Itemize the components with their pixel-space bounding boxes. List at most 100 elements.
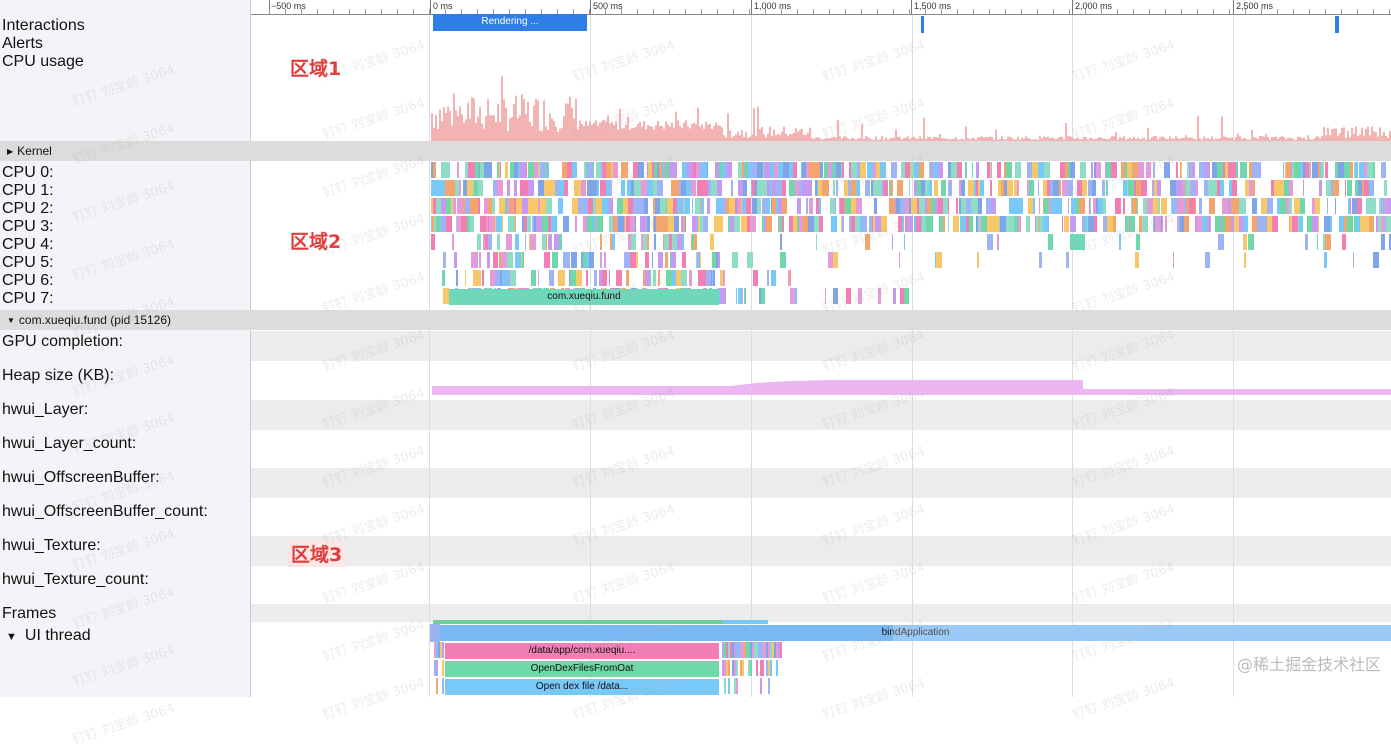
cpu-slice bbox=[741, 216, 747, 232]
cpu-slice bbox=[689, 270, 692, 286]
ruler-label: 0 ms bbox=[433, 1, 453, 11]
cpu-slice bbox=[1244, 252, 1246, 268]
cpu-slice bbox=[559, 270, 565, 286]
cpu-slice bbox=[433, 162, 436, 178]
cpu-slice bbox=[823, 180, 829, 196]
cpu-slice bbox=[601, 252, 602, 268]
cpu-slice bbox=[815, 162, 820, 178]
bind-application-slice[interactable]: bindApplication bbox=[440, 625, 1391, 641]
cpu-slice bbox=[710, 234, 714, 250]
cpu-usage-bar bbox=[821, 139, 823, 142]
cpu-slice bbox=[1218, 234, 1224, 250]
cpu-slice bbox=[700, 198, 701, 214]
ruler-minor-tick bbox=[573, 9, 574, 14]
cpu-usage-bar bbox=[1237, 133, 1239, 142]
cpu-slice bbox=[534, 216, 536, 232]
cpu-slice bbox=[752, 180, 755, 196]
cpu-slice bbox=[627, 162, 628, 178]
cpu-slice bbox=[671, 252, 673, 268]
cpu-usage-bar bbox=[1333, 128, 1335, 142]
cpu-slice bbox=[1043, 180, 1047, 196]
cpu-slice bbox=[500, 162, 501, 178]
cpu-slice bbox=[1125, 162, 1127, 178]
cpu-slice bbox=[986, 198, 991, 214]
cpu-usage-bar bbox=[543, 100, 545, 142]
rendering-slice[interactable]: Rendering ... bbox=[433, 14, 587, 31]
cpu-slice bbox=[480, 216, 486, 232]
cpu-usage-bar bbox=[1051, 137, 1053, 142]
cpu-usage-bar bbox=[1125, 139, 1127, 142]
open-dex-file-slice[interactable]: Open dex file /data... bbox=[445, 679, 719, 695]
cpu-slice bbox=[1158, 198, 1160, 214]
cpu-slice bbox=[693, 162, 696, 178]
cpu-usage-bar bbox=[1269, 139, 1271, 142]
cpu-slice bbox=[1366, 216, 1369, 232]
cpu-slice bbox=[1012, 216, 1014, 232]
cpu-usage-bar bbox=[713, 126, 715, 142]
cpu-slice bbox=[1289, 216, 1290, 232]
process-slice[interactable]: com.xueqiu.fund bbox=[449, 289, 719, 305]
cpu-slice bbox=[1132, 162, 1138, 178]
cpu-slice bbox=[1195, 216, 1197, 232]
frames-slice[interactable] bbox=[433, 620, 723, 624]
ruler-minor-tick bbox=[509, 9, 510, 14]
label-gpu-completion: GPU completion: bbox=[2, 333, 123, 350]
ui-slice bbox=[734, 678, 736, 694]
cpu-slice bbox=[806, 198, 808, 214]
label-interactions: Interactions bbox=[2, 17, 85, 34]
cpu-slice bbox=[1360, 216, 1366, 232]
cpu-usage-bar bbox=[481, 123, 483, 142]
ruler-minor-tick bbox=[1341, 9, 1342, 14]
cpu-slice bbox=[1096, 162, 1101, 178]
cpu-slice bbox=[1261, 198, 1267, 214]
cpu-slice bbox=[581, 180, 586, 196]
cpu-slice bbox=[436, 216, 440, 232]
small-slice[interactable] bbox=[430, 624, 440, 642]
cpu-slice bbox=[593, 198, 596, 214]
cpu-usage-bar bbox=[477, 116, 479, 142]
cpu-slice bbox=[723, 270, 725, 286]
cpu-slice bbox=[505, 162, 508, 178]
cpu-slice bbox=[1252, 162, 1256, 178]
cpu-slice bbox=[720, 270, 723, 286]
cpu-usage-bar bbox=[1219, 138, 1221, 142]
ui-thread-toggle[interactable]: ▼ UI thread bbox=[6, 627, 91, 645]
cpu-slice bbox=[630, 216, 635, 232]
time-ruler[interactable]: −500 ms 0 ms 500 ms 1,000 ms 1,500 ms 2,… bbox=[251, 0, 1391, 15]
cpu-slice bbox=[677, 198, 681, 214]
ruler-label: 1,000 ms bbox=[754, 1, 792, 11]
hwui-layer-track bbox=[251, 400, 1391, 430]
cpu-slice bbox=[741, 198, 742, 214]
cpu-slice bbox=[880, 162, 886, 178]
cpu-usage-bar bbox=[439, 109, 441, 142]
cpu-slice bbox=[544, 252, 550, 268]
frames-slice[interactable] bbox=[723, 620, 768, 624]
ui-slice bbox=[758, 642, 760, 658]
cpu-slice bbox=[1283, 162, 1284, 178]
cpu-slice bbox=[461, 216, 467, 232]
ruler-minor-tick bbox=[1293, 9, 1294, 14]
cpu-slice bbox=[477, 234, 481, 250]
ui-slice bbox=[726, 642, 728, 658]
cpu-slice bbox=[873, 162, 876, 178]
cpu-usage-bar bbox=[759, 128, 761, 142]
alert-marker[interactable] bbox=[921, 16, 924, 33]
cpu-usage-bar bbox=[1135, 139, 1137, 142]
cpu-slice bbox=[692, 216, 696, 232]
cpu-slice bbox=[1244, 216, 1248, 232]
open-dex-oat-slice[interactable]: OpenDexFilesFromOat bbox=[445, 661, 719, 677]
cpu-usage-bar bbox=[1203, 136, 1205, 142]
data-app-slice[interactable]: /data/app/com.xueqiu.... bbox=[445, 643, 719, 659]
cpu-slice bbox=[726, 162, 729, 178]
cpu-usage-bar bbox=[603, 120, 605, 142]
ruler-minor-tick bbox=[557, 9, 558, 14]
cpu-slice bbox=[1234, 216, 1239, 232]
cpu-slice bbox=[717, 180, 722, 196]
alert-marker[interactable] bbox=[1335, 16, 1339, 33]
kernel-header[interactable]: ▶ Kernel bbox=[0, 141, 1391, 161]
cpu-slice bbox=[763, 162, 764, 178]
cpu-slice bbox=[931, 198, 935, 214]
process-header[interactable]: ▼ com.xueqiu.fund (pid 15126) bbox=[0, 310, 1391, 330]
cpu-slice bbox=[434, 216, 436, 232]
cpu-slice bbox=[980, 180, 984, 196]
